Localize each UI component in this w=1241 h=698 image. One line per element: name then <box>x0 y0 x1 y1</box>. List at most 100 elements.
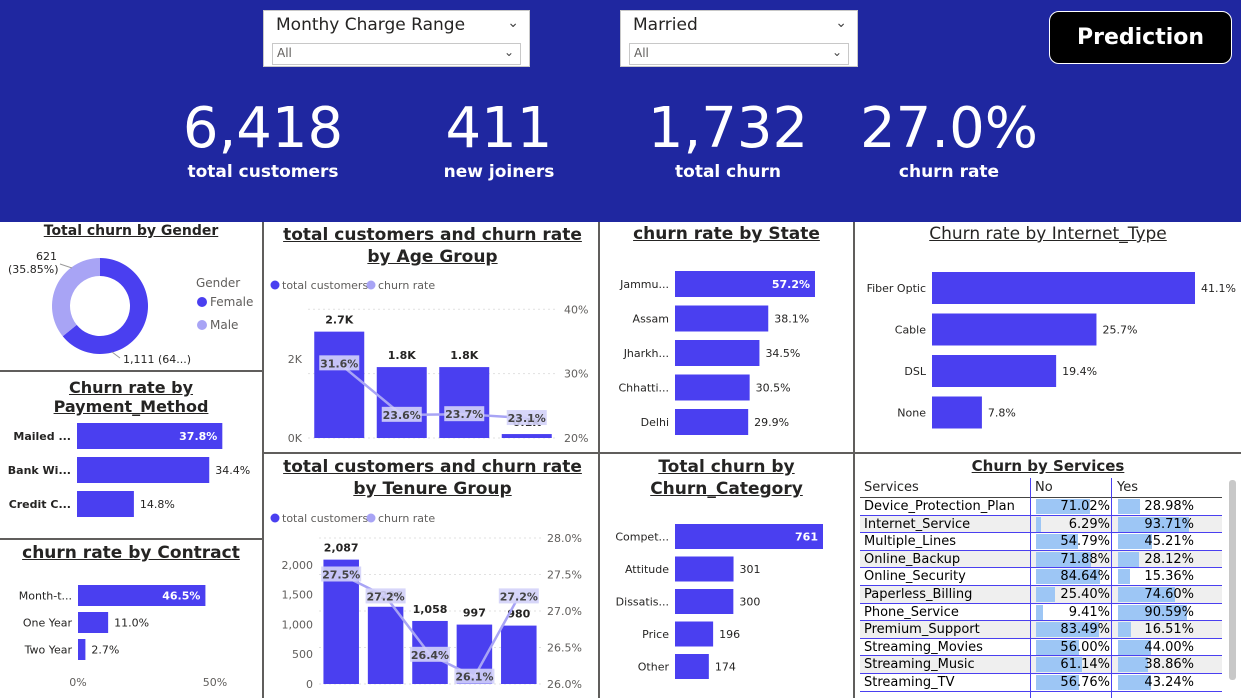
category-label: Mailed ... <box>13 430 71 443</box>
data-bar <box>1036 639 1079 655</box>
data-label: 29.9% <box>754 416 789 429</box>
axis-tick-label: 500 <box>292 648 313 661</box>
data-bar <box>1036 674 1080 690</box>
slicer-value: All <box>634 46 649 60</box>
data-label: 14.8% <box>140 498 175 511</box>
slicer-dropdown[interactable]: All ⌄ <box>629 43 849 65</box>
services-table: Services No Yes Device_Protection_Plan 71… <box>860 478 1222 698</box>
service-name: Phone_Service <box>864 604 959 620</box>
bar <box>932 272 1195 304</box>
data-label: 19.4% <box>1062 365 1097 378</box>
kpi-value: 411 <box>445 96 553 161</box>
cell-value: 56.76% <box>1060 674 1110 690</box>
data-label: 997 <box>463 607 486 620</box>
data-label: 301 <box>740 563 761 576</box>
table-row[interactable]: Multiple_Lines 54.79% 45.21% <box>860 533 1222 551</box>
table-row[interactable]: Streaming_Music 61.14% 38.86% <box>860 656 1222 674</box>
cell-value: 71.02% <box>1060 499 1110 514</box>
data-label: 38.1% <box>774 313 809 326</box>
service-name: Multiple_Lines <box>864 534 957 550</box>
cell-value: 93.71% <box>1144 516 1194 532</box>
chevron-down-icon[interactable]: ⌄ <box>503 45 514 59</box>
data-bar <box>1036 604 1044 620</box>
data-label: 980 <box>507 608 530 621</box>
table-row[interactable]: Internet_Service 6.29% 93.71% <box>860 515 1222 534</box>
data-bar <box>1118 674 1151 690</box>
chevron-down-icon[interactable]: ⌄ <box>831 45 842 59</box>
legend-label: churn rate <box>378 512 435 525</box>
data-label: 34.5% <box>765 347 800 360</box>
cell-value: 56.00% <box>1060 639 1110 655</box>
axis-tick-label: 1,000 <box>282 618 314 631</box>
data-label: 27.5% <box>322 569 360 582</box>
category-label: Bank Wi... <box>8 464 71 477</box>
table-row[interactable]: Streaming_TV 56.76% 43.24% <box>860 674 1222 692</box>
cell-value: 43.24% <box>1144 674 1194 690</box>
bar <box>314 331 365 438</box>
data-label-bg <box>410 646 450 662</box>
data-label: 174 <box>715 661 736 674</box>
gender-donut-chart: 621(35.85%) 1,111 (64...) Gender Female Male <box>8 250 253 366</box>
internet-bar-chart: Fiber Optic 41.1% Cable 25.7% DSL 19.4% None 7.… <box>867 272 1236 429</box>
data-bar <box>1118 516 1190 532</box>
cell-value: 9.41% <box>1068 604 1110 620</box>
service-name: Device_Protection_Plan <box>864 499 1015 514</box>
bar <box>932 355 1057 387</box>
bar <box>675 621 714 647</box>
table-row[interactable]: Device_Protection_Plan 71.02% 28.98% <box>860 498 1222 516</box>
bar <box>78 612 109 633</box>
column-header[interactable]: Services <box>864 480 919 495</box>
column-header[interactable]: No <box>1035 480 1053 495</box>
data-label: 1.8K <box>388 349 416 362</box>
services-table-header: Services No Yes <box>860 478 1222 498</box>
category-label: Price <box>642 628 669 641</box>
data-label: 23.6% <box>383 409 421 422</box>
cell-value: 54.79% <box>1060 534 1110 550</box>
category-bar-chart: Compet... 761 Attitude 301 Dissatis... 300 Pri… <box>615 524 823 679</box>
legend-marker <box>270 280 280 290</box>
cell-value: 90.59% <box>1144 604 1194 620</box>
chevron-down-icon[interactable]: ⌄ <box>507 15 519 31</box>
table-row[interactable]: Online_Backup 71.88% 28.12% <box>860 550 1222 569</box>
category-label: Month-t... <box>19 590 72 603</box>
slicer-dropdown[interactable]: All ⌄ <box>272 43 521 65</box>
legend-label: Female <box>210 295 253 309</box>
table-row[interactable]: Phone_Service 9.41% 90.59% <box>860 604 1222 622</box>
bar <box>78 585 206 606</box>
data-bar <box>1036 534 1078 550</box>
table-row[interactable]: Paperless_Billing 25.40% 74.60% <box>860 585 1222 604</box>
prediction-button[interactable]: Prediction <box>1049 11 1232 64</box>
service-name: Internet_Service <box>864 516 971 532</box>
bar <box>77 457 210 483</box>
married-slicer[interactable]: Married ⌄ All ⌄ <box>620 10 858 67</box>
age-chart-title: total customers and churn rate by Age Gr… <box>283 225 582 267</box>
data-label: 2.7K <box>325 314 353 327</box>
bar <box>77 423 223 449</box>
monthly-charge-slicer[interactable]: Monthy Charge Range ⌄ All ⌄ <box>263 10 530 67</box>
data-label: 7.8% <box>988 407 1016 420</box>
data-label: (35.85%) <box>8 263 59 276</box>
data-label-bg <box>454 668 495 684</box>
state-chart-title: churn rate by State <box>633 224 820 244</box>
table-row[interactable]: Premium_Support 83.49% 16.51% <box>860 621 1222 639</box>
bar <box>78 639 86 660</box>
category-label: Delhi <box>641 416 669 429</box>
table-row[interactable]: Online_Security 84.64% 15.36% <box>860 568 1222 586</box>
bar <box>439 367 490 438</box>
data-label: 26.4% <box>411 649 449 662</box>
service-name: Streaming_TV <box>864 674 955 690</box>
column-header[interactable]: Yes <box>1117 480 1138 495</box>
data-label: 11.0% <box>114 617 149 630</box>
data-label-bg <box>365 588 406 604</box>
chevron-down-icon[interactable]: ⌄ <box>835 15 847 31</box>
legend-label: total customers <box>282 279 368 292</box>
bar <box>932 313 1097 346</box>
data-bar <box>1118 622 1131 638</box>
data-label: 23.7% <box>445 408 483 421</box>
category-label: None <box>897 407 926 420</box>
scrollbar[interactable] <box>1229 480 1236 680</box>
category-label: Dissatis... <box>616 596 669 609</box>
table-row[interactable]: Streaming_Movies 56.00% 44.00% <box>860 639 1222 657</box>
data-label: 57.2% <box>772 278 810 291</box>
data-label: 23.1% <box>508 412 546 425</box>
